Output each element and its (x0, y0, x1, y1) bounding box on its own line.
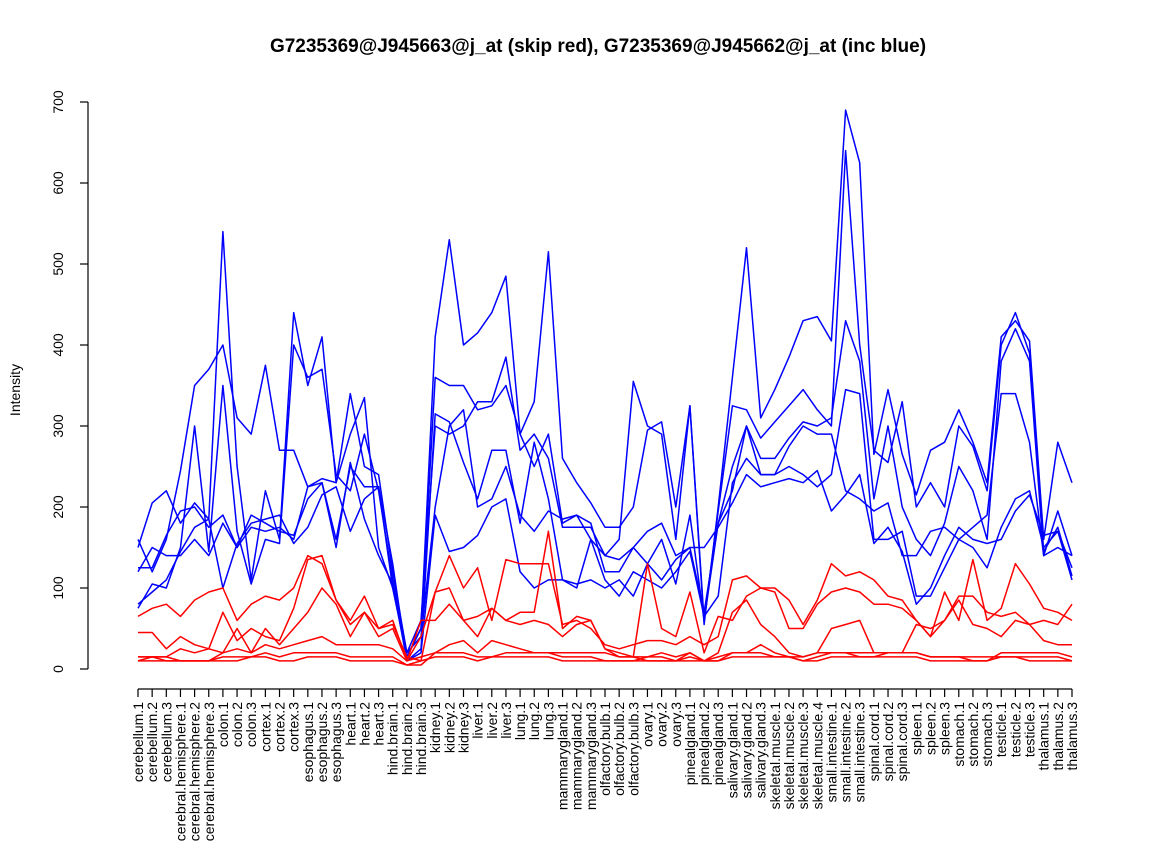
y-tick-label: 0 (50, 665, 66, 673)
y-tick-label: 600 (50, 171, 66, 195)
x-tick-label: liver.1 (470, 702, 486, 739)
x-tick-label: skeletal.muscle.3 (795, 702, 811, 810)
x-tick-label: testicle.2 (1007, 702, 1023, 757)
x-tick-label: salivary.gland.2 (739, 702, 755, 798)
y-tick-label: 700 (50, 90, 66, 114)
y-tick-label: 200 (50, 495, 66, 519)
series-line-inc-0 (137, 109, 1073, 658)
series-line-inc-4 (138, 388, 1073, 662)
x-tick-label: cerebellum.3 (158, 702, 174, 782)
y-tick-label: 400 (50, 333, 66, 357)
x-tick-label: heart.3 (371, 702, 387, 746)
x-tick-label: skeletal.muscle.4 (809, 702, 825, 810)
x-tick-label: skeletal.muscle.1 (767, 702, 783, 810)
y-tick-label: 300 (50, 414, 66, 438)
x-tick-label: cortex.3 (286, 702, 302, 752)
x-tick-label: testicle.3 (1022, 702, 1038, 757)
x-tick-label: lung.3 (540, 702, 556, 740)
x-tick-label: colon.1 (215, 702, 231, 747)
x-tick-label: cortex.1 (257, 702, 273, 752)
x-tick-label: colon.2 (229, 702, 245, 747)
series-line-skip-9 (137, 554, 1073, 662)
series-line-skip-8 (138, 530, 1072, 662)
x-tick-label: kidney.1 (427, 702, 443, 753)
x-tick-label: testicle.1 (993, 702, 1009, 757)
x-tick-label: colon.3 (243, 702, 259, 747)
x-tick-label: heart.1 (342, 702, 358, 746)
x-tick-label: cerebral.hemisphere.1 (172, 702, 188, 842)
x-tick-label: esophagus.2 (314, 702, 330, 782)
x-tick-label: hind.brain.1 (385, 702, 401, 775)
x-tick-label: spleen.2 (922, 702, 938, 755)
x-tick-label: hind.brain.2 (399, 702, 415, 775)
x-tick-label: stomach.3 (979, 702, 995, 767)
x-tick-label: esophagus.3 (328, 702, 344, 782)
x-tick-label: kidney.3 (455, 702, 471, 753)
x-tick-label: stomach.2 (965, 702, 981, 767)
series-line-inc-1 (137, 149, 1073, 654)
x-tick-label: pinealgland.1 (682, 702, 698, 786)
x-tick-label: olfactory.bulb.3 (625, 702, 641, 796)
x-tick-label: stomach.1 (951, 702, 967, 767)
x-tick-label: lung.1 (512, 702, 528, 740)
x-tick-label: hind.brain.3 (413, 702, 429, 775)
x-tick-label: cerebellum.2 (144, 702, 160, 782)
x-tick-label: mammarygland.1 (555, 702, 571, 810)
chart-title: G7235369@J945663@j_at (skip red), G72353… (270, 36, 926, 57)
x-tick-label: olfactory.bulb.2 (611, 702, 627, 796)
x-tick-label: olfactory.bulb.1 (597, 702, 613, 796)
x-tick-label: small.intestine.3 (852, 702, 868, 803)
x-tick-label: kidney.2 (441, 702, 457, 753)
y-axis-label: Intensity (7, 364, 23, 416)
x-tick-label: cerebral.hemisphere.3 (201, 702, 217, 842)
x-tick-label: salivary.gland.1 (724, 702, 740, 798)
x-tick-label: thalamus.2 (1050, 702, 1066, 771)
x-tick-label: thalamus.3 (1064, 702, 1080, 771)
x-tick-label: liver.2 (484, 702, 500, 739)
x-tick-label: pinealgland.2 (696, 702, 712, 786)
x-tick-label: spleen.1 (908, 702, 924, 755)
x-tick-label: spinal.cord.2 (880, 702, 896, 782)
x-tick-label: lung.2 (526, 702, 542, 740)
x-axis: cerebellum.1cerebellum.2cerebellum.3cere… (130, 688, 1080, 842)
series-line-inc-5 (137, 469, 1073, 662)
x-tick-label: small.intestine.2 (838, 702, 854, 803)
y-tick-label: 100 (50, 576, 66, 600)
x-tick-label: cerebellum.1 (130, 702, 146, 782)
x-tick-label: esophagus.1 (300, 702, 316, 782)
x-tick-label: small.intestine.1 (823, 702, 839, 803)
x-tick-label: mammarygland.2 (569, 702, 585, 810)
x-tick-label: salivary.gland.3 (753, 702, 769, 798)
x-tick-label: spleen.3 (937, 702, 953, 755)
x-tick-label: ovary.1 (639, 702, 655, 747)
x-tick-label: spinal.cord.1 (866, 702, 882, 782)
series-line-inc-2 (137, 319, 1073, 658)
y-tick-label: 500 (50, 252, 66, 276)
x-tick-label: thalamus.1 (1036, 702, 1052, 771)
series-line-skip-11 (137, 652, 1073, 666)
x-tick-label: pinealgland.3 (710, 702, 726, 786)
x-tick-label: ovary.2 (654, 702, 670, 747)
x-tick-label: liver.3 (498, 702, 514, 739)
x-tick-label: cortex.2 (272, 702, 288, 752)
y-axis: 0 100 200 300 400 500 600 700 (50, 90, 89, 673)
x-tick-label: skeletal.muscle.2 (781, 702, 797, 810)
x-tick-label: mammarygland.3 (583, 702, 599, 810)
series-layer (137, 109, 1073, 666)
x-tick-label: heart.2 (356, 702, 372, 746)
x-tick-label: ovary.3 (668, 702, 684, 747)
x-tick-label: cerebral.hemisphere.2 (187, 702, 203, 842)
series-line-inc-3 (137, 392, 1073, 654)
x-tick-label: spinal.cord.3 (894, 702, 910, 782)
